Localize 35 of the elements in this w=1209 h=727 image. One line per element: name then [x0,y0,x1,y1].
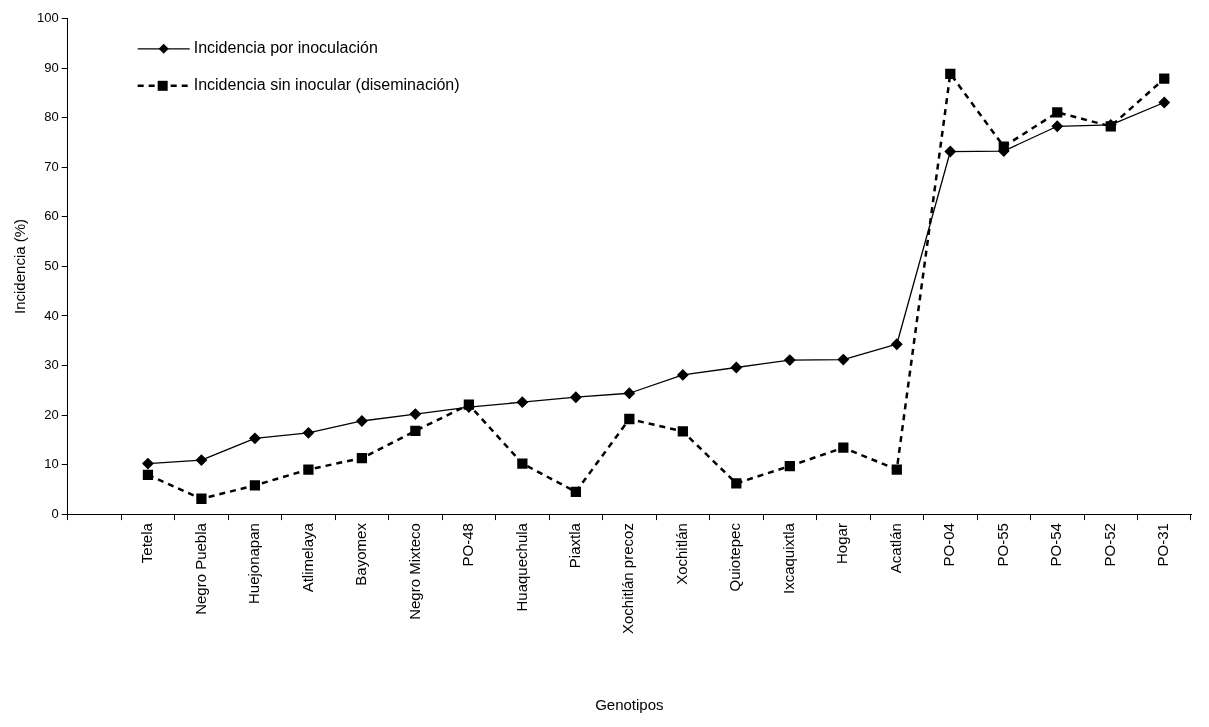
x-tick-label: Ixcaquixtla [779,522,797,594]
legend-label: Incidencia por inoculación [193,39,378,57]
x-tick-label: Acatlán [886,523,904,574]
x-tick-label: PO-54 [1047,523,1065,567]
y-tick-label: 10 [44,456,59,472]
x-tick-label: Bayomex [352,522,370,586]
y-tick-label: 80 [44,109,59,125]
x-tick-label: Xochitlán [672,523,690,585]
x-tick-label: Quiotepec [726,522,744,592]
x-tick-label: Negro Puebla [191,522,209,615]
x-tick-label: PO-31 [1154,523,1172,567]
x-axis-title: Genotipos [595,696,664,714]
y-tick-label: 90 [44,59,59,75]
x-tick-label: PO-52 [1100,523,1118,567]
x-tick-label: Huejonapan [245,523,263,605]
y-tick-label: 40 [44,307,59,323]
x-tick-label: Atlimelaya [298,522,316,593]
y-tick-label: 70 [44,158,59,174]
x-tick-label: Hogar [833,523,851,564]
y-tick-label: 30 [44,357,59,373]
x-tick-label: Huaquechula [512,522,530,612]
y-tick-label: 0 [51,505,59,521]
y-tick-label: 50 [44,258,59,274]
y-tick-label: 60 [44,208,59,224]
x-tick-label: PO-48 [459,523,477,567]
y-tick-label: 20 [44,406,59,422]
y-axis-title: Incidencia (%) [11,218,29,314]
x-tick-label: PO-04 [940,523,958,567]
x-tick-label: PO-55 [993,523,1011,567]
x-tick-label: Piaxtla [565,522,583,569]
x-tick-label: Negro Mixteco [405,523,423,620]
y-tick-label: 100 [36,10,59,26]
x-tick-label: Tetela [138,522,156,564]
x-tick-label: Xochitlán precoz [619,523,637,635]
legend-label: Incidencia sin inocular (diseminación) [193,76,460,94]
